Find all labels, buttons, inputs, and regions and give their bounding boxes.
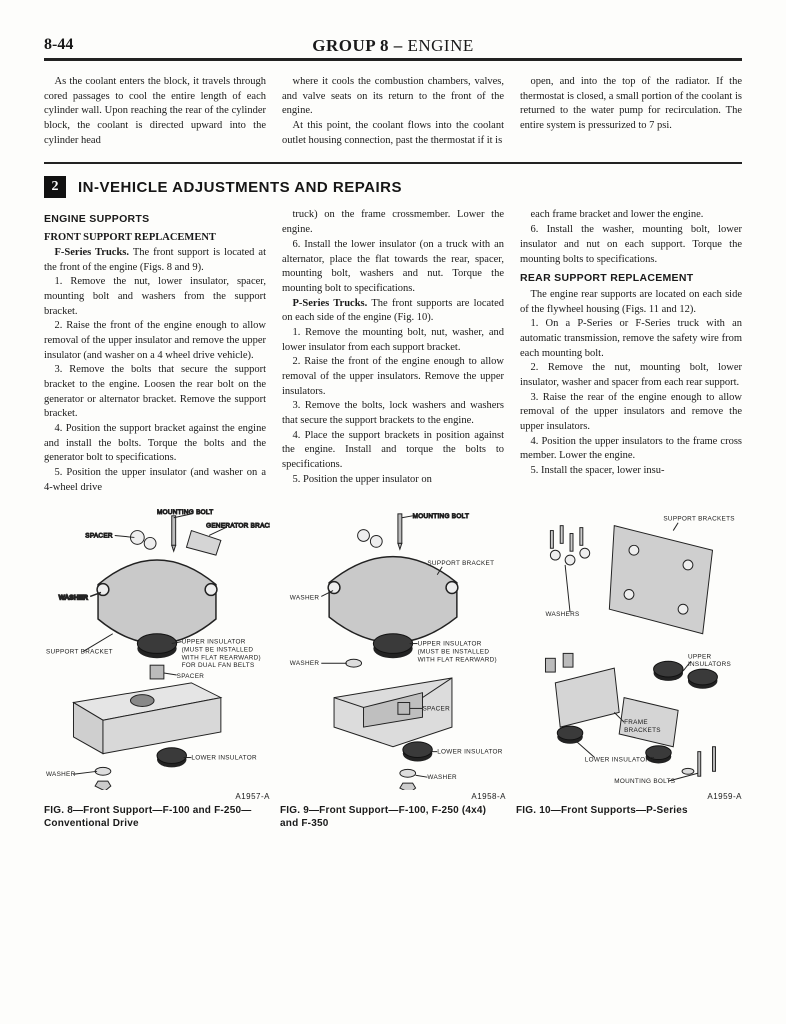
p-step-5: 5. Position the upper insulator on — [282, 473, 504, 488]
p-step-4: 4. Place the support brackets in positio… — [282, 429, 504, 473]
section-number-box: 2 — [44, 176, 66, 198]
pseries-label: P-Series Trucks. — [293, 298, 368, 309]
svg-text:WASHER: WASHER — [46, 771, 76, 778]
page-header: 8-44 GROUP 8 – ENGINE — [44, 36, 742, 61]
p-step-3: 3. Remove the bolts, lock washers and wa… — [282, 399, 504, 428]
f-step-5: 5. Position the upper insulator (and was… — [44, 466, 266, 495]
intro-p1: As the coolant enters the block, it trav… — [44, 75, 266, 148]
f-step-4: 4. Position the support bracket against … — [44, 422, 266, 466]
heading-rear-support: REAR SUPPORT REPLACEMENT — [520, 271, 742, 286]
rear-step-2: 2. Remove the nut, mounting bolt, lower … — [520, 361, 742, 390]
svg-text:WASHER: WASHER — [290, 594, 320, 601]
svg-text:SUPPORT BRACKETS: SUPPORT BRACKETS — [663, 515, 734, 522]
section-title: IN-VEHICLE ADJUSTMENTS AND REPAIRS — [78, 179, 402, 196]
svg-text:LOWER INSULATOR: LOWER INSULATOR — [437, 748, 503, 755]
figure-9-caption: FIG. 9—Front Support—F-100, F-250 (4x4) … — [280, 805, 506, 830]
heading-front-support: FRONT SUPPORT REPLACEMENT — [44, 231, 266, 246]
figure-10-id: A1959-A — [516, 792, 742, 801]
figure-9-id: A1958-A — [280, 792, 506, 801]
intro-p3: open, and into the top of the radiator. … — [520, 75, 742, 134]
p-step-1: 1. Remove the mounting bolt, nut, washer… — [282, 326, 504, 355]
rear-step-4: 4. Position the upper insulators to the … — [520, 435, 742, 464]
rear-intro: The engine rear supports are located on … — [520, 288, 742, 317]
section-title-row: 2 IN-VEHICLE ADJUSTMENTS AND REPAIRS — [44, 176, 742, 198]
figure-10-svg: SUPPORT BRACKETS WASHERS UPPERINSULATORS… — [516, 506, 742, 791]
intro-columns: As the coolant enters the block, it trav… — [44, 75, 742, 148]
svg-text:MOUNTING BOLT: MOUNTING BOLT — [413, 512, 470, 519]
figure-8: MOUNTING BOLT GENERATOR BRACKET SPACER W… — [44, 506, 270, 831]
figure-10-caption: FIG. 10—Front Supports—P-Series — [516, 805, 742, 818]
svg-text:SPACER: SPACER — [177, 672, 205, 679]
figures-row: MOUNTING BOLT GENERATOR BRACKET SPACER W… — [44, 506, 742, 831]
svg-text:WASHER: WASHER — [59, 594, 89, 601]
svg-text:WASHER: WASHER — [290, 660, 320, 667]
divider-rule — [44, 162, 742, 164]
header-title: GROUP 8 – ENGINE — [312, 36, 473, 56]
col3-top-1: each frame bracket and lower the engine. — [520, 208, 742, 223]
fseries-intro: F-Series Trucks. The front support is lo… — [44, 246, 266, 275]
pseries-intro: P-Series Trucks. The front supports are … — [282, 297, 504, 326]
figure-8-id: A1957-A — [44, 792, 270, 801]
body-columns: ENGINE SUPPORTS FRONT SUPPORT REPLACEMEN… — [44, 208, 742, 495]
page: 8-44 GROUP 8 – ENGINE As the coolant ent… — [0, 0, 786, 1024]
p-step-2: 2. Raise the front of the engine enough … — [282, 355, 504, 399]
rear-step-5: 5. Install the spacer, lower insu- — [520, 464, 742, 479]
figure-8-caption: FIG. 8—Front Support—F-100 and F-250—Con… — [44, 805, 270, 830]
svg-text:SPACER: SPACER — [422, 705, 450, 712]
svg-text:LOWER INSULATOR: LOWER INSULATOR — [191, 754, 257, 761]
figure-10: SUPPORT BRACKETS WASHERS UPPERINSULATORS… — [516, 506, 742, 831]
figure-8-svg: MOUNTING BOLT GENERATOR BRACKET SPACER W… — [44, 506, 270, 791]
intro-p2a: where it cools the combustion chambers, … — [282, 75, 504, 119]
svg-text:UPPER INSULATOR(MUST BE INSTAL: UPPER INSULATOR(MUST BE INSTALLEDWITH FL… — [418, 640, 497, 663]
col2-top-1: truck) on the frame crossmember. Lower t… — [282, 208, 504, 237]
intro-p2b: At this point, the coolant flows into th… — [282, 119, 504, 148]
svg-text:UPPERINSULATORS: UPPERINSULATORS — [688, 653, 731, 668]
group-name: ENGINE — [407, 36, 473, 55]
svg-text:WASHERS: WASHERS — [545, 611, 579, 618]
page-number: 8-44 — [44, 36, 73, 54]
figure-9-svg: MOUNTING BOLT SUPPORT BRACKET WASHER — [280, 506, 506, 791]
col2-top-2: 6. Install the lower insulator (on a tru… — [282, 238, 504, 297]
f-step-3: 3. Remove the bolts that secure the supp… — [44, 363, 266, 422]
svg-text:MOUNTING BOLTS: MOUNTING BOLTS — [614, 778, 675, 785]
svg-text:UPPER INSULATOR(MUST BE INSTAL: UPPER INSULATOR(MUST BE INSTALLEDWITH FL… — [182, 638, 261, 669]
svg-text:LOWER INSULATORS: LOWER INSULATORS — [585, 756, 655, 763]
svg-text:WASHER: WASHER — [427, 774, 457, 781]
rear-step-3: 3. Raise the rear of the engine enough t… — [520, 391, 742, 435]
svg-text:GENERATOR BRACKET: GENERATOR BRACKET — [206, 522, 270, 529]
svg-text:SUPPORT BRACKET: SUPPORT BRACKET — [46, 648, 113, 655]
f-step-1: 1. Remove the nut, lower insulator, spac… — [44, 275, 266, 319]
col3-top-2: 6. Install the washer, mounting bolt, lo… — [520, 223, 742, 267]
heading-engine-supports: ENGINE SUPPORTS — [44, 212, 266, 227]
svg-text:SPACER: SPACER — [85, 532, 113, 539]
svg-text:SUPPORT BRACKET: SUPPORT BRACKET — [427, 559, 494, 566]
figure-9: MOUNTING BOLT SUPPORT BRACKET WASHER — [280, 506, 506, 831]
group-label: GROUP 8 – — [312, 36, 402, 55]
rear-step-1: 1. On a P-Series or F-Series truck with … — [520, 317, 742, 361]
fseries-label: F-Series Trucks. — [55, 247, 130, 258]
f-step-2: 2. Raise the front of the engine enough … — [44, 319, 266, 363]
